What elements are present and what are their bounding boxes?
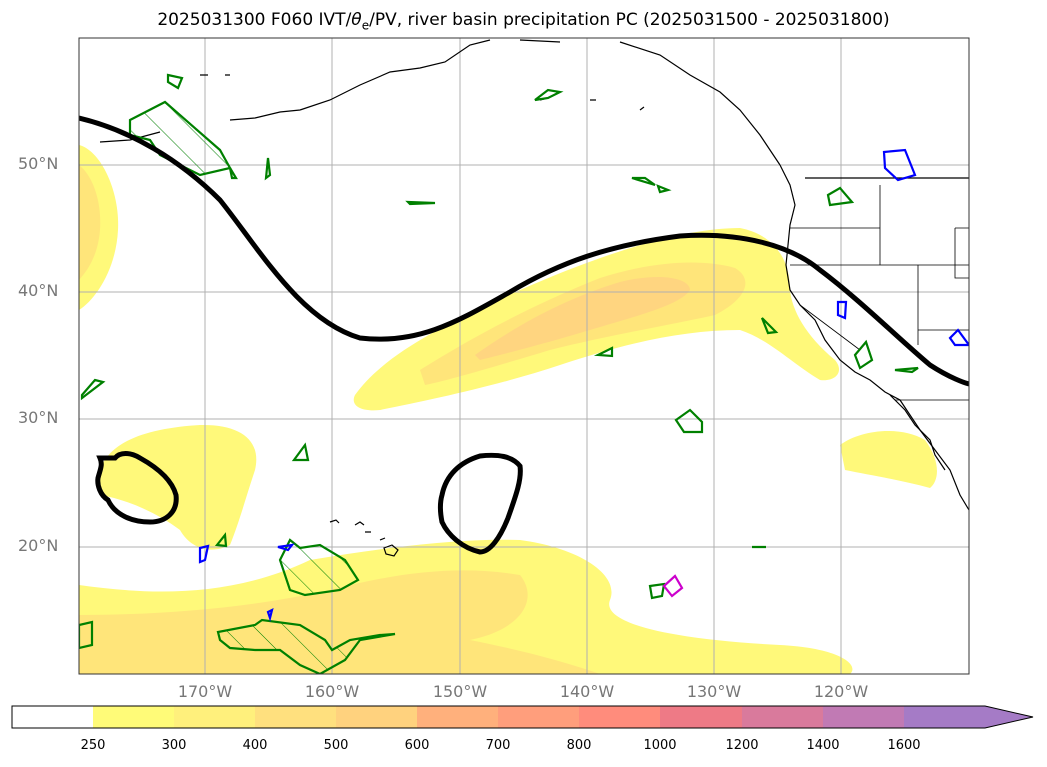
pc-area-hawaii-south <box>278 538 360 597</box>
colorbar-label-800: 800 <box>566 738 592 753</box>
colorbar-bin-1 <box>93 706 174 728</box>
lat-label-40n: 40°N <box>18 281 59 300</box>
lon-label-140w: 140°W <box>559 682 615 701</box>
pc-area-far-west <box>80 378 106 401</box>
colorbar-label-400: 400 <box>242 738 268 753</box>
pc-area-mid-ocean-2 <box>534 88 564 102</box>
figure-title: 2025031300 F060 IVT/θe/PV, river basin p… <box>157 10 890 33</box>
alaska-coast <box>99 39 781 166</box>
colorbar-label-600: 600 <box>404 738 430 753</box>
pc-area-sw-2 <box>214 532 228 548</box>
pc-area-south-small <box>648 545 766 600</box>
pc-area-sw-1 <box>291 442 310 462</box>
colorbar-label-1200: 1200 <box>725 738 759 753</box>
lon-label-170w: 170°W <box>177 682 233 701</box>
canada-coast <box>779 164 969 511</box>
lon-label-130w: 130°W <box>686 682 742 701</box>
pc-area-west-1 <box>166 73 184 90</box>
pc-green-contours <box>79 73 919 674</box>
pc-area-south-big <box>216 618 396 674</box>
colorbar-label-700: 700 <box>485 738 511 753</box>
lat-label-30n: 30°N <box>18 408 59 427</box>
us-states <box>790 185 969 401</box>
pv-contour-west-closed <box>95 451 179 525</box>
lon-label-120w: 120°W <box>813 682 869 701</box>
colorbar-bin-8 <box>660 706 742 728</box>
colorbar <box>11 705 1034 729</box>
pc-blue-south <box>266 543 295 622</box>
colorbar-bin-9 <box>742 706 823 728</box>
pv-contour-main <box>79 115 969 387</box>
colorbar-label-300: 300 <box>161 738 187 753</box>
pc-blue-east <box>948 328 969 347</box>
colorbar-bin-2 <box>174 706 255 728</box>
colorbar-bin-4 <box>336 706 417 728</box>
pv-contour-central-closed <box>438 452 523 555</box>
colorbar-outline <box>11 705 1034 729</box>
baja-coast <box>889 394 946 471</box>
map-content <box>79 38 969 674</box>
ivt-field-west-core <box>79 165 101 280</box>
pc-area-coast-2 <box>760 317 779 335</box>
lon-label-150w: 150°W <box>432 682 488 701</box>
colorbar-label-500: 500 <box>323 738 349 753</box>
colorbar-extend-arrow <box>904 706 1033 728</box>
pc-area-far-sw <box>79 620 94 650</box>
pc-area-coast-6 <box>674 408 704 434</box>
pc-area-coast-1 <box>826 186 855 207</box>
pc-blue-ca <box>836 300 848 320</box>
hawaii-islands <box>329 519 399 557</box>
lat-label-50n: 50°N <box>18 154 59 173</box>
pc-blue-contours <box>198 148 969 622</box>
colorbar-label-1600: 1600 <box>887 738 921 753</box>
pv-contours <box>79 115 969 555</box>
pc-blue-bc <box>882 148 917 182</box>
lat-label-20n: 20°N <box>18 536 59 555</box>
pc-area-west-3 <box>228 167 238 180</box>
colorbar-label-250: 250 <box>80 738 106 753</box>
colorbar-bin-10 <box>823 706 904 728</box>
colorbar-label-1000: 1000 <box>643 738 677 753</box>
pc-area-ne-1 <box>631 176 672 194</box>
colorbar-bin-7 <box>579 706 660 728</box>
colorbar-label-1400: 1400 <box>806 738 840 753</box>
pc-area-coast-3 <box>853 339 874 370</box>
pc-magenta-contour <box>662 574 684 598</box>
ivt-field-south-mid <box>79 570 600 674</box>
colorbar-bin-0 <box>12 706 93 728</box>
ivt-river-core <box>475 276 690 360</box>
pc-area-mid-ocean-1 <box>405 200 436 206</box>
pc-area-west-2 <box>264 157 272 181</box>
colorbar-bin-6 <box>498 706 579 728</box>
lon-label-160w: 160°W <box>304 682 360 701</box>
pc-area-coast-4 <box>894 366 919 374</box>
pc-blue-west <box>198 544 210 564</box>
map-frame <box>78 37 970 675</box>
pc-area-coast-5 <box>593 346 614 358</box>
colorbar-bin-5 <box>417 706 498 728</box>
colorbar-bin-3 <box>255 706 336 728</box>
ivt-field-baja <box>840 430 937 488</box>
